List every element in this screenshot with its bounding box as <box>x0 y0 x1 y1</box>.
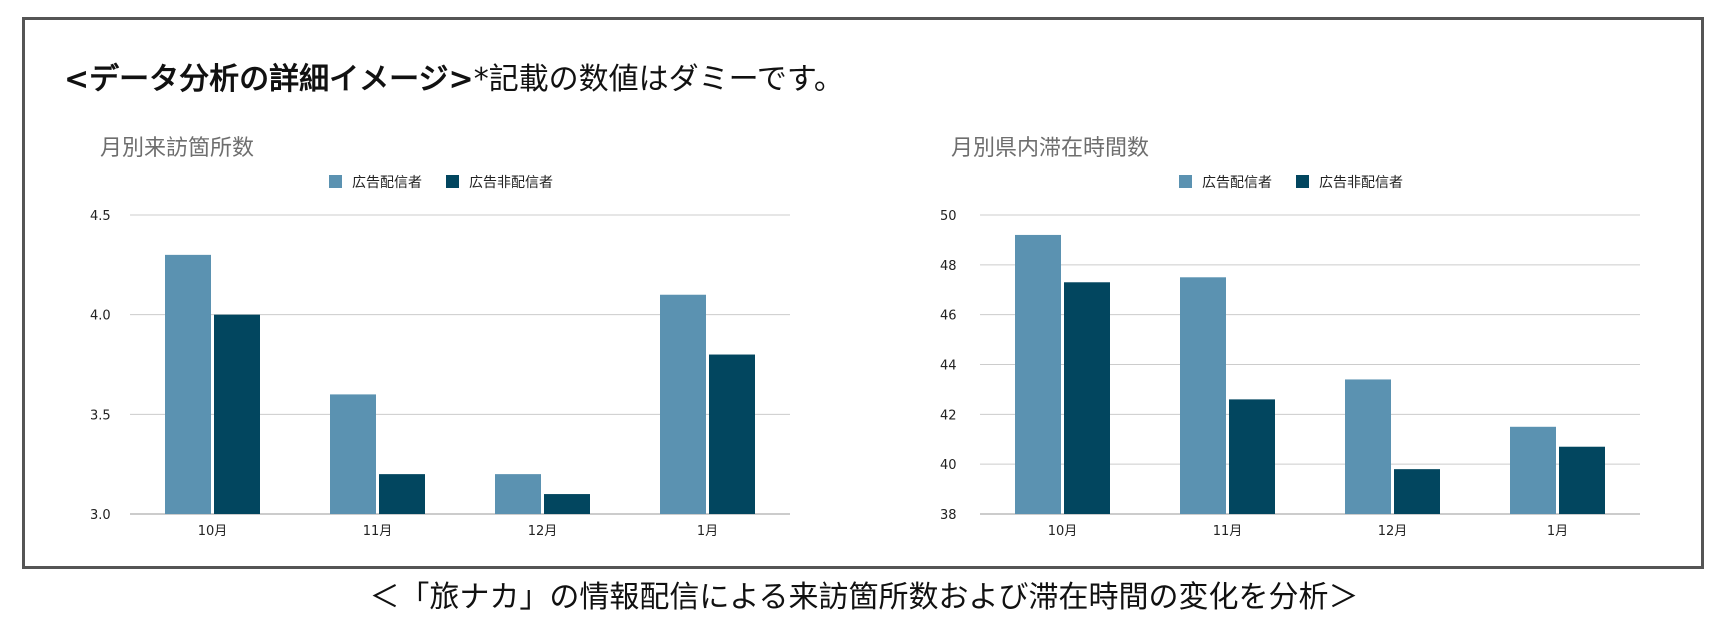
y-tick-label: 46 <box>940 309 957 324</box>
x-tick-label: 12月 <box>1378 524 1408 539</box>
bar-ad-not-delivered-4 <box>1559 446 1605 514</box>
x-tick-label: 1月 <box>697 524 718 539</box>
heading-note: *記載の数値はダミーです。 <box>473 62 844 97</box>
heading-title: <データ分析の詳細イメージ> <box>64 62 474 97</box>
chart-legend: 広告配信者 広告非配信者 <box>329 175 553 191</box>
legend-swatch-1 <box>329 175 342 188</box>
x-tick-label: 10月 <box>198 524 228 539</box>
y-tick-label: 42 <box>940 408 957 423</box>
y-tick-label: 48 <box>940 259 957 274</box>
x-tick-label: 10月 <box>1048 524 1078 539</box>
bar-ad-not-delivered-2 <box>379 474 425 514</box>
bar-ad-delivered-2 <box>1180 277 1226 514</box>
bar-ad-delivered-3 <box>495 474 541 514</box>
bar-ad-not-delivered-3 <box>544 494 590 514</box>
x-tick-label: 11月 <box>363 524 393 539</box>
bar-ad-delivered-1 <box>165 254 211 514</box>
bar-ad-delivered-2 <box>330 394 376 514</box>
y-tick-label: 3.0 <box>90 508 111 523</box>
bar-ad-delivered-1 <box>1015 234 1061 514</box>
figure-frame <box>22 17 1704 569</box>
chart-title-stay-time: 月別県内滞在時間数 <box>951 136 1150 161</box>
legend-swatch-1 <box>1179 175 1192 188</box>
legend-swatch-2 <box>446 175 459 188</box>
y-tick-label: 4.0 <box>90 309 111 324</box>
bar-ad-delivered-3 <box>1345 379 1391 514</box>
legend-label-1: 広告配信者 <box>352 175 422 191</box>
page-heading: <データ分析の詳細イメージ>*記載の数値はダミーです。 <box>64 60 844 100</box>
bar-ad-delivered-4 <box>660 294 706 514</box>
legend-label-2: 広告非配信者 <box>469 175 553 191</box>
bar-ad-delivered-4 <box>1510 426 1556 514</box>
bar-chart-stay-time: 広告配信者 広告非配信者 38 40 42 44 46 48 50 10月 11月 12月 1月 <box>940 175 1640 539</box>
bar-ad-not-delivered-2 <box>1229 399 1275 514</box>
bar-ad-not-delivered-1 <box>1064 282 1110 514</box>
legend-swatch-2 <box>1296 175 1309 188</box>
figure-caption: ＜「旅ナカ」の情報配信による来訪箇所数および滞在時間の変化を分析＞ <box>369 580 1359 615</box>
y-tick-label: 44 <box>940 359 957 374</box>
y-tick-label: 3.5 <box>90 408 111 423</box>
bar-chart-visits: 広告配信者 広告非配信者 3.0 3.5 4.0 4.5 10月 11月 12月 1月 <box>90 175 790 539</box>
chart-legend: 広告配信者 広告非配信者 <box>1179 175 1403 191</box>
chart-title-visits: 月別来訪箇所数 <box>100 136 255 161</box>
y-tick-label: 50 <box>940 209 957 224</box>
x-tick-label: 1月 <box>1547 524 1568 539</box>
bar-ad-not-delivered-1 <box>214 314 260 514</box>
y-tick-label: 38 <box>940 508 957 523</box>
bar-ad-not-delivered-3 <box>1394 469 1440 514</box>
x-tick-label: 12月 <box>528 524 558 539</box>
legend-label-2: 広告非配信者 <box>1319 175 1403 191</box>
y-tick-label: 4.5 <box>90 209 111 224</box>
x-tick-label: 11月 <box>1213 524 1243 539</box>
bar-ad-not-delivered-4 <box>709 354 755 514</box>
y-tick-label: 40 <box>940 458 957 473</box>
legend-label-1: 広告配信者 <box>1202 175 1272 191</box>
